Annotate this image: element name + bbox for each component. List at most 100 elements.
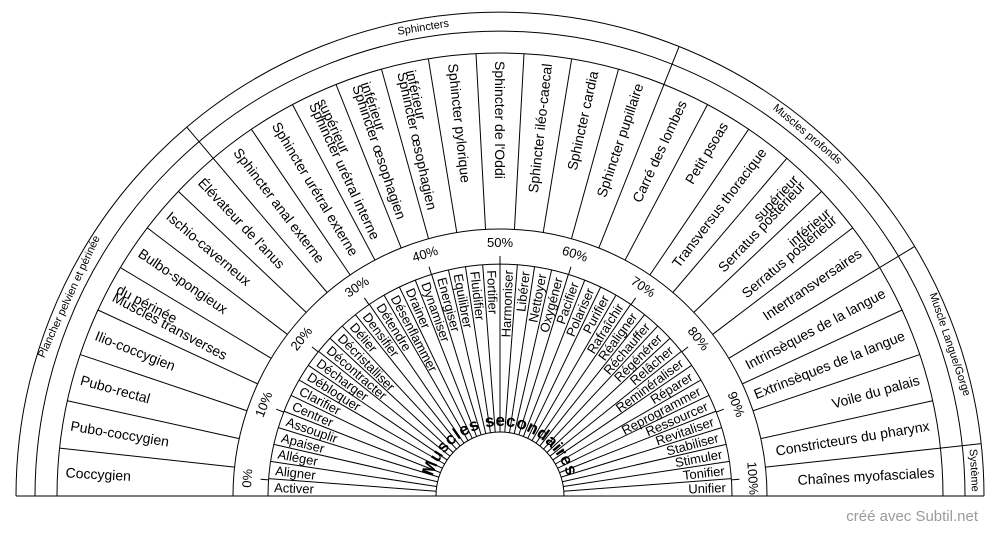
percent-tick — [681, 346, 689, 353]
inner-sector-divider — [368, 304, 465, 444]
inner-sector-divider — [270, 460, 437, 487]
outer-ring-arc — [56, 52, 944, 497]
inner-sector-divider — [354, 314, 461, 447]
inner-item-label: Harmoniser — [498, 269, 516, 337]
outer-sector-divider — [672, 158, 788, 293]
footer-credit: créé avec Subtil.net — [846, 508, 978, 525]
inner-item-label: Libérer — [513, 270, 533, 313]
category-divider — [940, 443, 982, 449]
outer-sector-divider — [97, 309, 258, 385]
inner-sector-divider — [561, 427, 722, 478]
outer-sector-divider — [59, 447, 235, 468]
inner-sector-divider — [552, 364, 692, 461]
inner-sector-divider — [563, 478, 732, 492]
percent-tick — [311, 346, 319, 353]
inner-sector-divider — [509, 266, 536, 433]
outer-sector-divider — [250, 129, 351, 276]
inner-sector-divider — [268, 478, 437, 492]
inner-sector-divider — [290, 394, 443, 469]
outer-item-label: Coccygien — [65, 464, 131, 484]
outer-sector-divider — [712, 227, 853, 335]
outer-sector-divider — [570, 69, 620, 239]
inner-sector-divider — [273, 443, 438, 483]
outer-sector-divider — [147, 227, 288, 335]
percent-label: 20% — [287, 323, 315, 353]
outer-item-label: Intrinsèques de la langue — [742, 285, 888, 373]
inner-sector-divider — [543, 325, 659, 450]
percent-label: 100% — [744, 461, 761, 496]
inner-item-label: Activer — [274, 480, 315, 496]
percent-tick — [428, 266, 432, 275]
inner-sector-divider — [562, 443, 727, 483]
inner-sector-divider — [398, 286, 473, 439]
percent-tick — [276, 408, 284, 413]
percent-label: 0% — [239, 468, 255, 488]
inner-item-label: Aligner — [275, 463, 318, 483]
outer-item-label: Pubo-rectal — [79, 372, 152, 407]
inner-sector-divider — [555, 379, 702, 465]
outer-sector-divider — [760, 400, 933, 440]
outer-sector-divider — [178, 190, 307, 313]
outer-sector-divider — [752, 354, 920, 412]
inner-sector-divider — [464, 266, 491, 433]
outer-item-label: Ilio-coccygien — [93, 328, 178, 374]
inner-sector-divider — [308, 364, 448, 461]
outer-sector-divider — [598, 84, 665, 249]
inner-sector-divider — [557, 394, 710, 469]
outer-sector-divider — [693, 190, 822, 313]
inner-sector-divider — [283, 410, 441, 474]
percent-label: 40% — [410, 243, 440, 265]
percent-tick — [716, 408, 724, 413]
inner-sector-divider — [549, 350, 682, 457]
percent-ring-arc — [232, 228, 768, 497]
outer-sector-divider — [427, 58, 458, 233]
outer-sector-divider — [542, 58, 573, 233]
edge-arc — [15, 11, 985, 497]
inner-sector-divider — [539, 314, 646, 447]
percent-tick — [731, 478, 740, 481]
inner-item-label: Unifier — [688, 480, 727, 496]
inner-sector-divider — [278, 427, 439, 478]
inner-sector-divider — [329, 337, 454, 453]
outer-item-label: Sphincter iléo-caecal — [525, 63, 555, 194]
inner-sector-divider — [298, 379, 445, 465]
outer-sector-divider — [67, 400, 240, 440]
outer-item-label: Carré des lombes — [629, 98, 690, 205]
inner-sector-divider — [414, 279, 478, 437]
outer-sector-divider — [292, 104, 376, 261]
inner-sector-divider — [546, 337, 671, 453]
percent-tick — [630, 297, 637, 305]
outer-item-label: Petit psoas — [682, 119, 731, 187]
percent-label: 50% — [487, 235, 513, 250]
inner-sector-divider — [383, 294, 469, 441]
outer-sector-divider — [624, 104, 708, 261]
inner-sector-divider — [482, 264, 496, 433]
inner-sector-divider — [559, 410, 717, 474]
category-divider — [663, 46, 680, 85]
inner-sector-divider — [527, 286, 602, 439]
outer-item-label: Sphincter de l'Oddi — [492, 61, 508, 179]
percent-label: 10% — [252, 389, 276, 419]
outer-sector-divider — [513, 53, 525, 230]
category-ring-arc — [34, 30, 966, 497]
outer-item-label: Voile du palais — [830, 372, 921, 412]
outer-item-label: Pubo-coccygien — [69, 418, 170, 450]
category-divider — [879, 246, 915, 269]
inner-sector-divider — [504, 264, 518, 433]
outer-item-label: Constricteurs du pharynx — [774, 418, 930, 459]
outer-sector-divider — [212, 158, 328, 293]
outer-item-label: Sphincter pylorique — [445, 63, 474, 184]
inner-sector-divider — [341, 325, 457, 450]
inner-sector-divider — [318, 350, 451, 457]
outer-sector-divider — [80, 354, 248, 412]
category-label: Muscles profonds — [770, 102, 844, 167]
outer-sector-divider — [120, 267, 272, 359]
percent-label: 90% — [725, 389, 749, 419]
center-hole-arc — [435, 431, 565, 497]
outer-item-label: Chaînes myofasciales — [797, 464, 935, 487]
percent-tick — [363, 297, 370, 305]
outer-sector-divider — [475, 53, 487, 230]
outer-sector-divider — [742, 309, 903, 385]
outer-sector-divider — [765, 447, 941, 468]
